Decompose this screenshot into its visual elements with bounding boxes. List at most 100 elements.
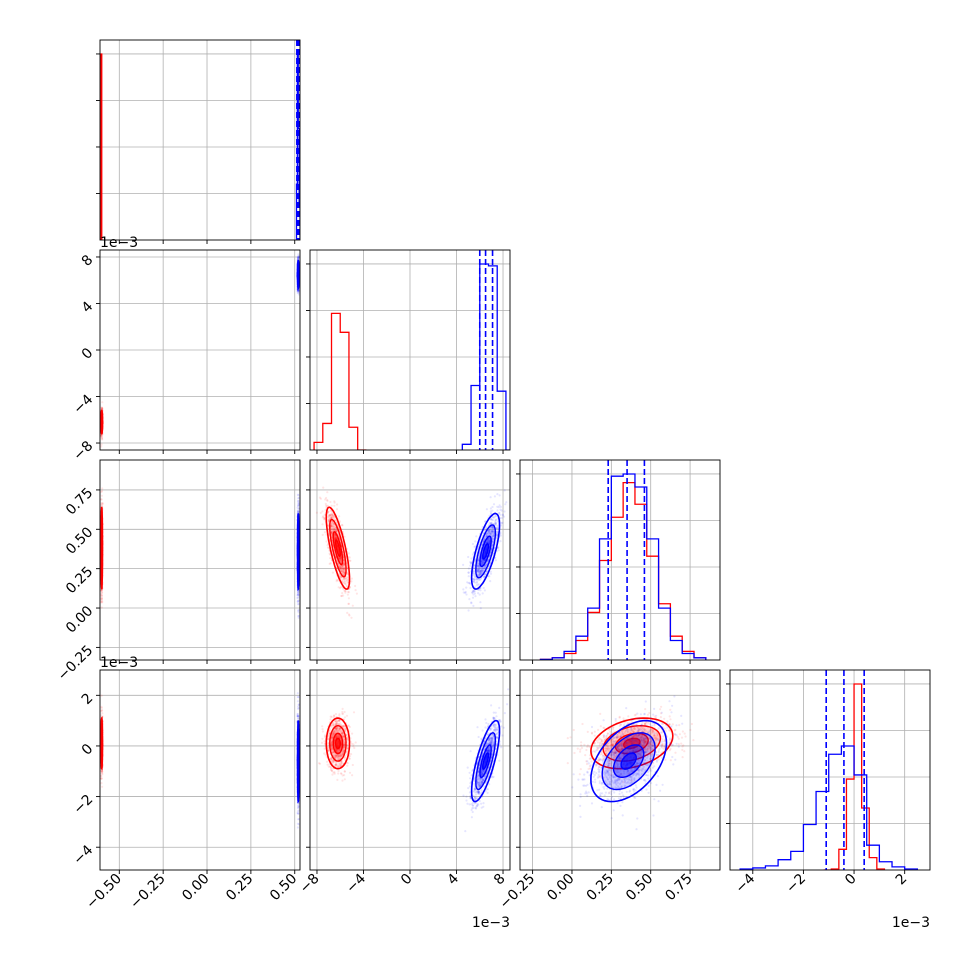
scatter-point xyxy=(296,290,299,293)
scatter-point xyxy=(347,602,350,606)
scatter-point xyxy=(330,524,333,527)
scatter-point xyxy=(496,493,499,496)
scatter-point xyxy=(100,435,103,438)
scatter-point xyxy=(473,592,476,595)
scatter-point xyxy=(296,256,299,259)
scatter-point xyxy=(480,572,483,575)
scatter-point xyxy=(498,504,501,507)
scatter-point xyxy=(322,515,325,518)
scatter-point xyxy=(350,616,353,619)
scatter-point xyxy=(100,445,103,448)
y-tick-label: 0.25 xyxy=(63,564,96,597)
scatter-point xyxy=(339,566,342,569)
y-tick-label: −8 xyxy=(70,438,96,464)
scatter-point xyxy=(100,434,103,437)
scatter-point xyxy=(489,551,492,554)
scatter-point xyxy=(477,566,480,569)
scatter-point xyxy=(495,514,498,518)
scatter-point xyxy=(495,532,499,535)
scatter-point xyxy=(297,510,300,513)
scatter-point xyxy=(488,528,491,532)
scatter-point xyxy=(101,601,104,604)
scatter-point xyxy=(492,527,495,530)
scatter-point xyxy=(330,530,333,533)
scatter-point xyxy=(335,580,338,583)
y-tick-label: 0.50 xyxy=(63,524,96,557)
scatter-point xyxy=(341,581,344,584)
scatter-point xyxy=(100,594,103,597)
scatter-point xyxy=(330,510,333,513)
scatter-point xyxy=(328,562,331,566)
scatter-point xyxy=(341,565,344,568)
scatter-point xyxy=(466,581,469,584)
scatter-point xyxy=(335,578,338,582)
scatter-point xyxy=(326,544,329,547)
scatter-point xyxy=(329,513,332,517)
scatter-point xyxy=(339,558,342,562)
scatter-point xyxy=(297,256,300,259)
scatter-point xyxy=(297,497,300,500)
scatter-point xyxy=(296,600,300,603)
scatter-point xyxy=(331,514,334,517)
scatter-point xyxy=(344,590,347,593)
scatter-point xyxy=(344,591,347,594)
scatter-point xyxy=(101,407,104,410)
scatter-point xyxy=(487,540,490,543)
scatter-point xyxy=(325,505,328,508)
scatter-point xyxy=(297,255,300,258)
scatter-point xyxy=(487,558,490,561)
scatter-point xyxy=(100,594,103,597)
scatter-point xyxy=(332,527,335,531)
scatter-point xyxy=(297,500,300,503)
scatter-point xyxy=(494,521,497,525)
scatter-point xyxy=(100,406,103,409)
scatter-point xyxy=(330,511,333,515)
scatter-point xyxy=(335,529,338,532)
scatter-point xyxy=(327,516,330,519)
scatter-point xyxy=(332,525,335,528)
scatter-point xyxy=(476,568,480,571)
scatter-point xyxy=(480,560,483,563)
scatter-point xyxy=(342,571,345,574)
scatter-point xyxy=(349,559,352,562)
scatter-point xyxy=(330,517,333,520)
scatter-point xyxy=(332,516,335,519)
scatter-point xyxy=(481,567,485,570)
scatter-point xyxy=(490,530,493,533)
scatter-point xyxy=(343,566,346,570)
scatter-point xyxy=(100,596,103,600)
scatter-point xyxy=(101,438,104,441)
scatter-point xyxy=(330,515,333,519)
scatter-point xyxy=(343,561,346,565)
scatter-point xyxy=(338,565,341,568)
scatter-point xyxy=(347,590,350,594)
scatter-point xyxy=(100,407,104,410)
scatter-point xyxy=(331,571,334,574)
scatter-point xyxy=(346,585,349,588)
panel-plot-area xyxy=(310,250,510,450)
scatter-point xyxy=(333,527,336,531)
scatter-point xyxy=(333,504,336,507)
scatter-point xyxy=(472,570,475,573)
scatter-point xyxy=(343,567,346,570)
scatter-point xyxy=(327,519,330,522)
scatter-point xyxy=(355,592,358,595)
scatter-point xyxy=(297,603,300,606)
scatter-point xyxy=(472,577,475,580)
scatter-point xyxy=(329,513,332,516)
scatter-point xyxy=(487,532,490,535)
scatter-point xyxy=(485,535,488,538)
scatter-point xyxy=(346,579,349,582)
scatter-point xyxy=(337,586,340,589)
scatter-point xyxy=(342,594,345,597)
scatter-point xyxy=(296,594,299,597)
scatter-point xyxy=(500,522,503,525)
scatter-point xyxy=(297,255,300,258)
scatter-point xyxy=(330,523,333,526)
scatter-point xyxy=(344,582,347,585)
scatter-point xyxy=(473,590,476,593)
scatter-point xyxy=(346,593,349,596)
scatter-point xyxy=(100,490,103,494)
scatter-point xyxy=(345,580,348,583)
scatter-point xyxy=(321,523,324,526)
